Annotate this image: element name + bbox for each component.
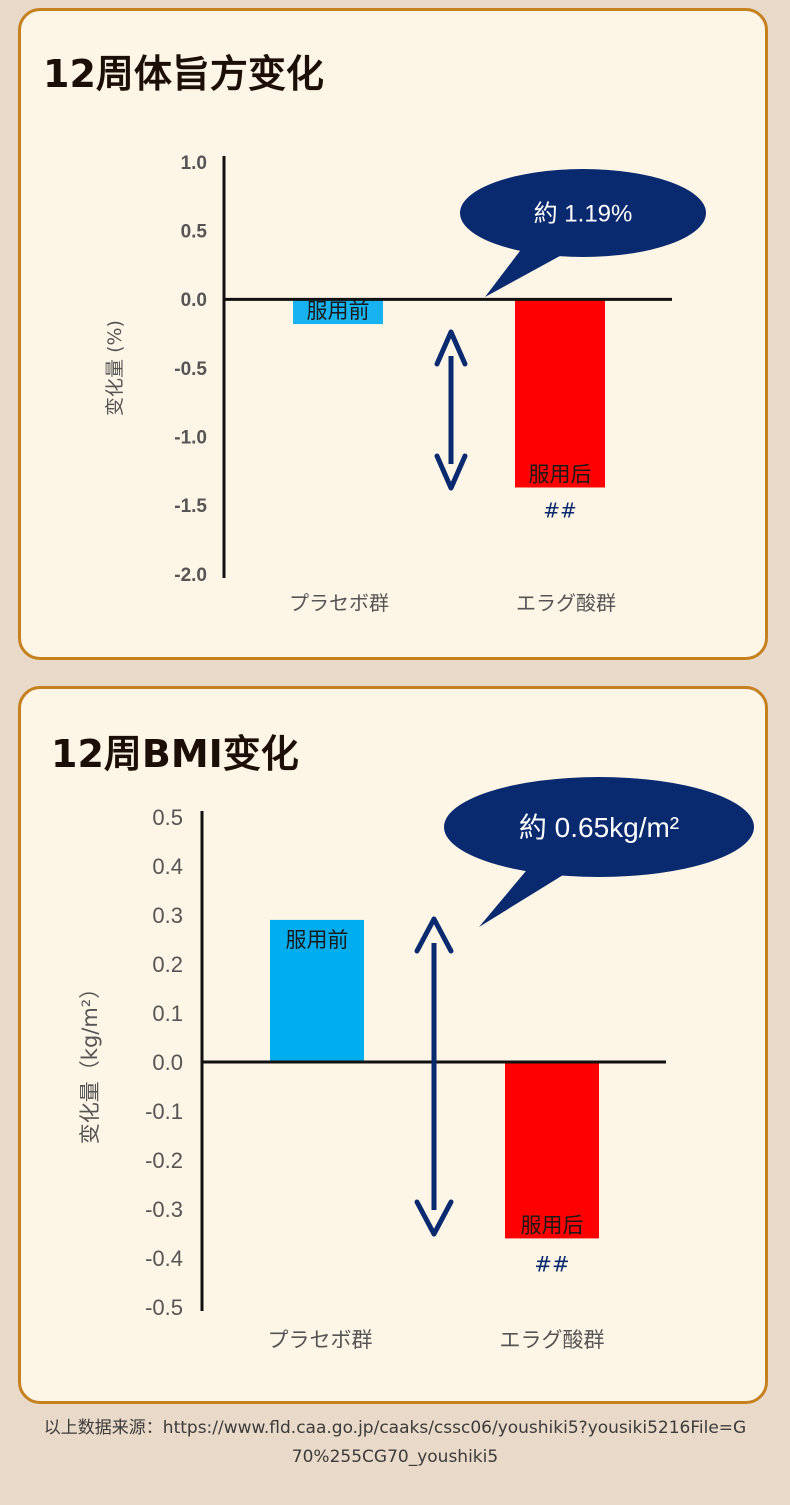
significance-mark: ## (534, 1252, 569, 1276)
y-tick-label: -0.4 (145, 1246, 183, 1271)
y-tick-label: 0.0 (181, 290, 207, 311)
y-axis-label: 变化量 (%) (104, 320, 126, 416)
bar-label: 服用后 (521, 1213, 584, 1237)
x-category-label: プラセボ群 (289, 591, 389, 615)
y-tick-label: -1.5 (174, 496, 207, 517)
annotation-text: 約 0.65kg/m² (519, 812, 679, 843)
y-tick-label: -0.3 (145, 1197, 183, 1222)
y-tick-label: 0.4 (152, 854, 183, 879)
bar (293, 299, 383, 325)
y-tick-label: -0.5 (145, 1295, 183, 1320)
bar-label: 服用前 (286, 928, 349, 952)
bar (505, 1062, 599, 1239)
y-tick-label: -2.0 (174, 565, 207, 586)
y-tick-label: 0.3 (152, 903, 183, 928)
arrow-head-up (414, 916, 454, 954)
x-category-label: エラグ酸群 (516, 591, 616, 615)
y-tick-label: -0.1 (145, 1099, 183, 1124)
y-tick-label: 0.2 (152, 952, 183, 977)
y-tick-label: 0.5 (152, 805, 183, 830)
y-axis-label: 变化量（kg/m²） (78, 978, 102, 1144)
fat-change-chart: 1.0 0.5 0.0 -0.5 -1.0 -1.5 -2.0 变化量 (%) 服用前プラセボ群… (104, 153, 706, 615)
source-note: 以上数据来源：https://www.fld.caa.go.jp/caaks/c… (43, 1418, 747, 1467)
y-tick-label: 0.5 (181, 222, 208, 243)
bar-label: 服用前 (307, 299, 370, 323)
fat-change-panel: 12周体旨方变化 1.0 0.5 0.0 -0.5 -1.0 -1.5 -2.0 变化量 (%… (18, 8, 768, 660)
bmi-change-chart: 0.5 0.4 0.3 0.2 0.1 0.0 -0.1 -0.2 -0.3 -0.4 -0.5 变化… (78, 777, 754, 1352)
y-tick-label: 0.0 (152, 1050, 183, 1075)
arrow-head-up (434, 329, 468, 367)
annotation-bubble (444, 777, 754, 877)
y-tick-label: -0.2 (145, 1148, 183, 1173)
bar-label: 服用后 (529, 462, 592, 486)
bar (270, 919, 364, 1062)
x-category-label: エラグ酸群 (500, 1328, 605, 1352)
bubble-tail (485, 243, 569, 297)
annotation-bubble (460, 169, 706, 257)
bar (515, 299, 605, 488)
chart-title: 12周体旨方变化 (43, 52, 324, 96)
chart-title: 12周BMI变化 (51, 732, 299, 776)
bubble-tail (479, 859, 576, 927)
y-tick-label: 0.1 (152, 1001, 183, 1026)
y-tick-label: -1.0 (174, 428, 207, 449)
bmi-change-panel: 12周BMI变化 0.5 0.4 0.3 0.2 0.1 0.0 -0.1 -0.2 -0.3 -… (18, 686, 768, 1404)
significance-mark: ## (543, 498, 577, 522)
arrow-head-down (414, 1199, 454, 1237)
y-tick-label: -0.5 (174, 359, 207, 380)
x-category-label: プラセボ群 (268, 1328, 373, 1352)
arrow-head-down (434, 453, 468, 491)
y-tick-label: 1.0 (181, 153, 207, 174)
annotation-text: 約 1.19% (534, 201, 633, 228)
